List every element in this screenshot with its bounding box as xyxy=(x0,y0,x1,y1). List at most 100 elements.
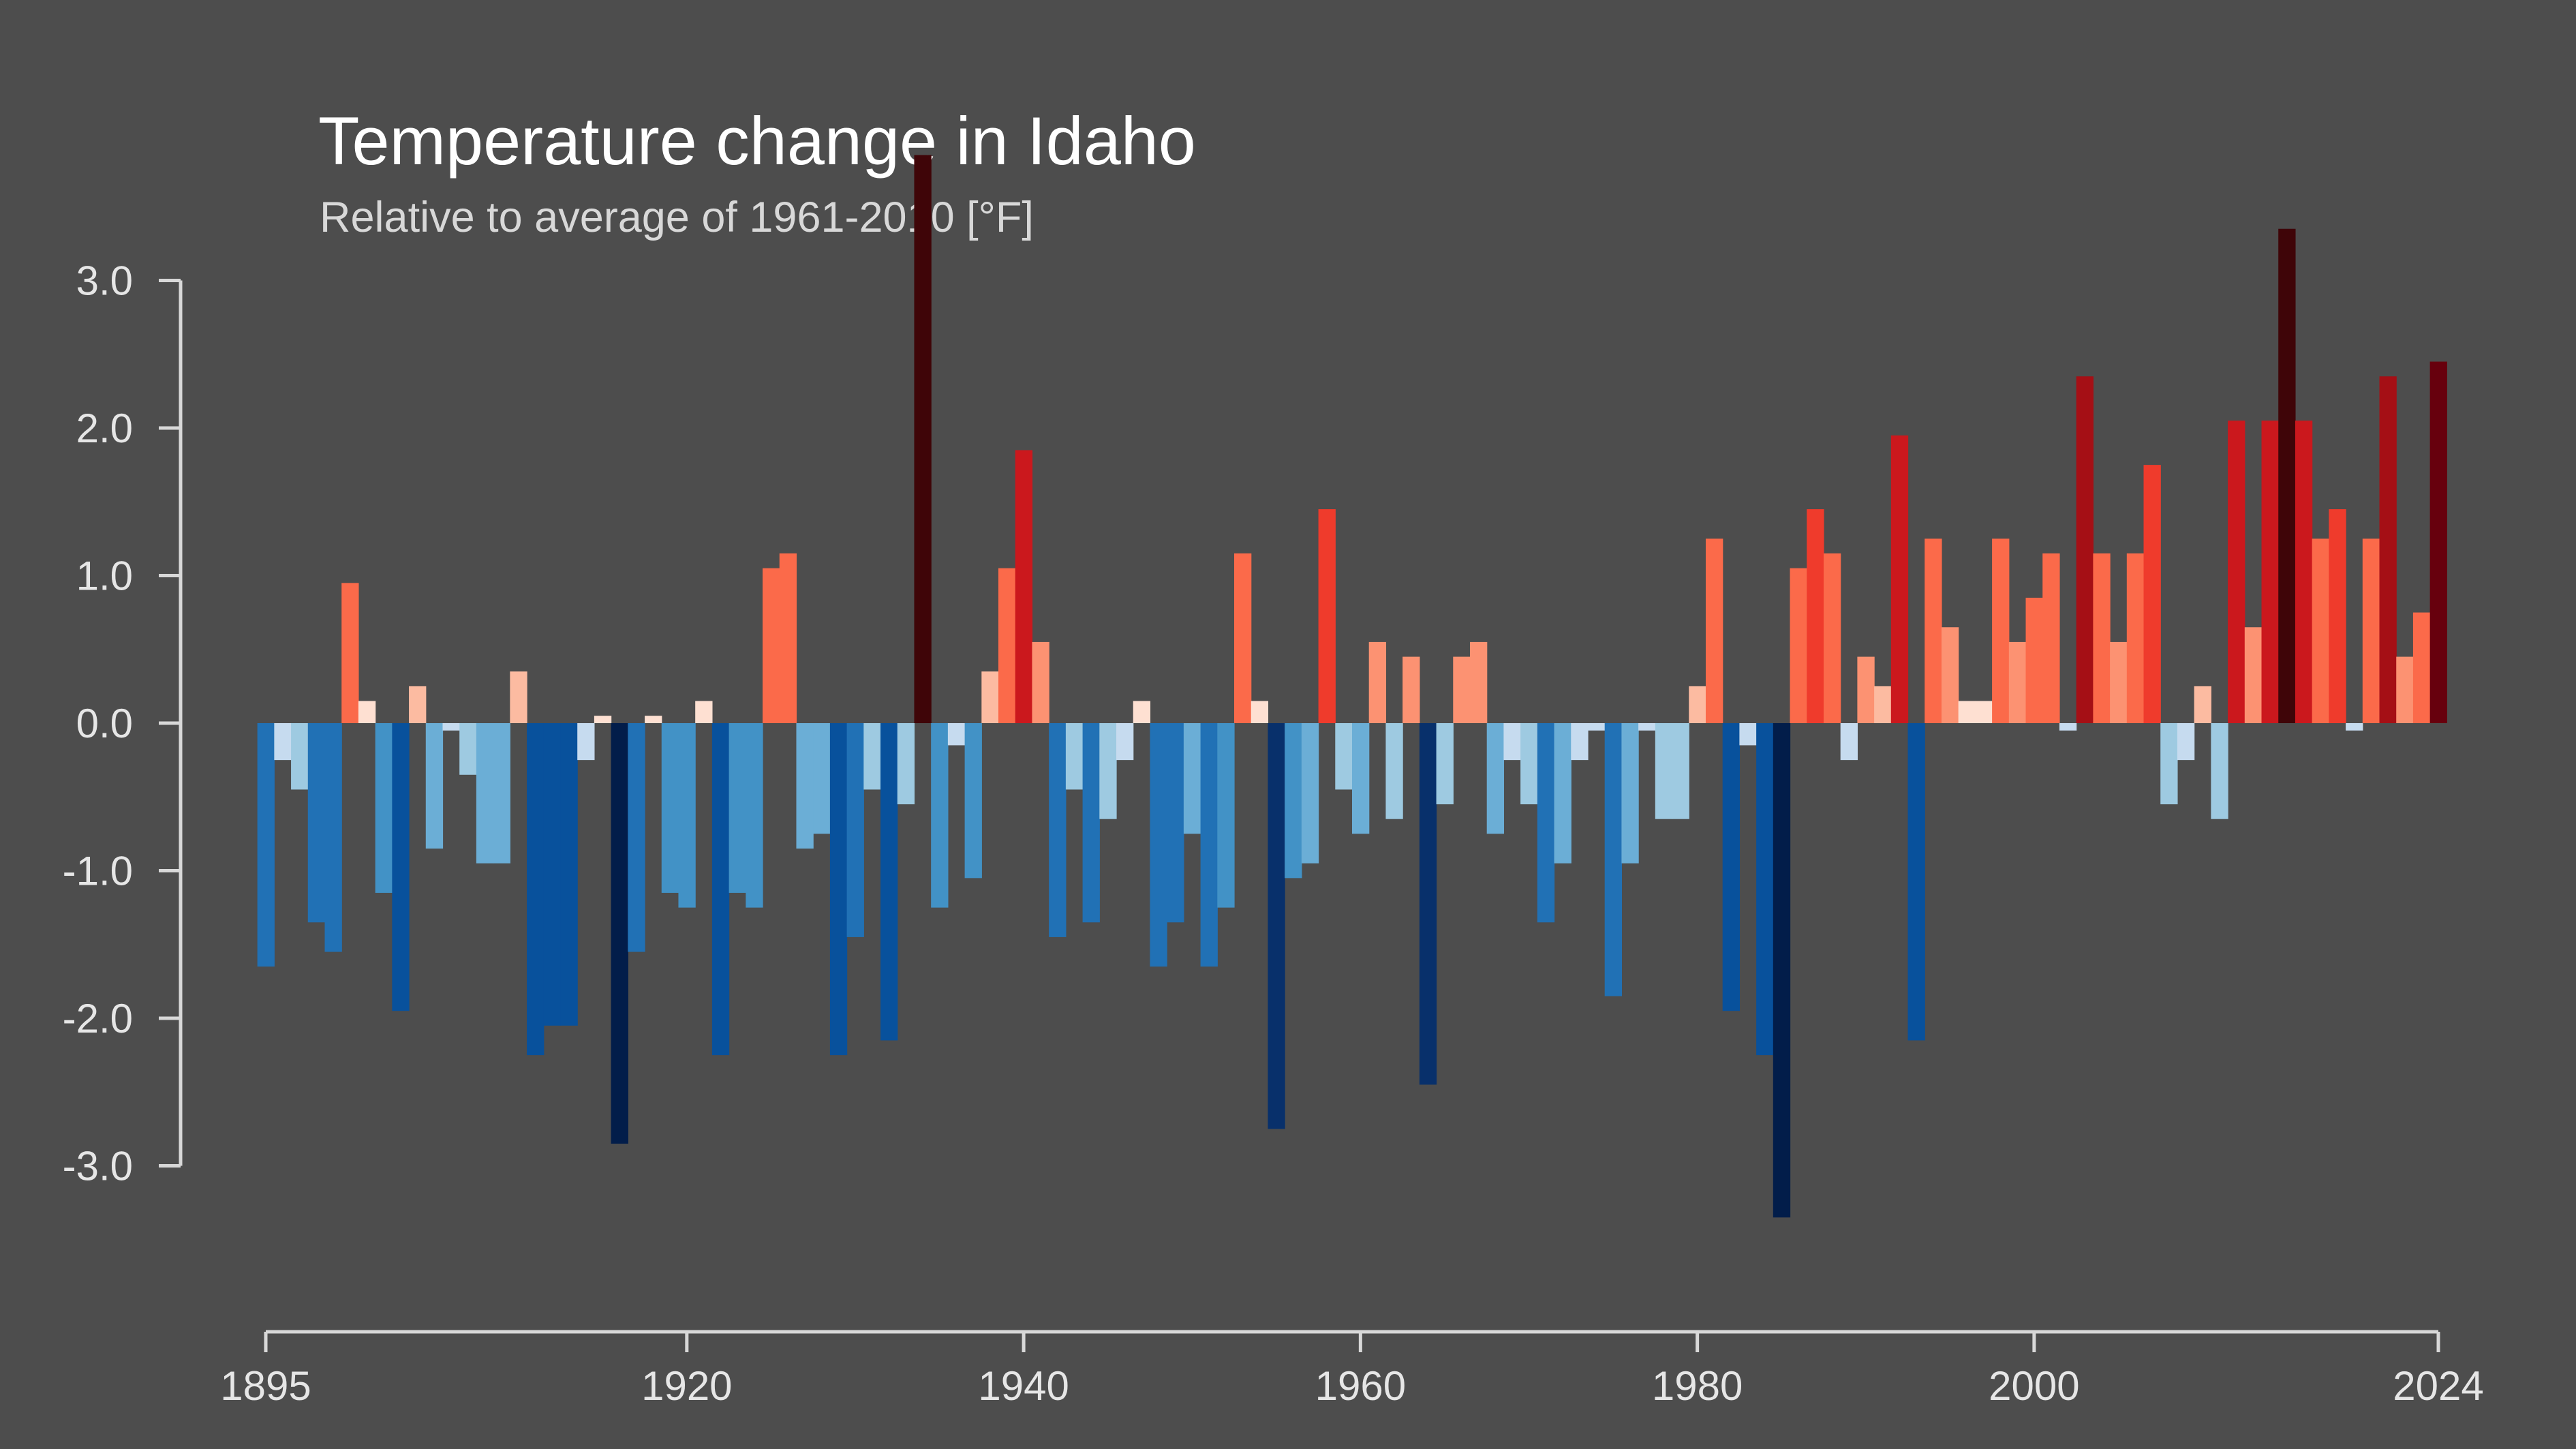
bar-1967 xyxy=(1469,641,1488,723)
bar-1986 xyxy=(1790,568,1807,723)
bar-1977 xyxy=(1638,723,1656,731)
bar-1928 xyxy=(813,723,831,834)
bar-1982 xyxy=(1722,723,1740,1011)
bar-2008 xyxy=(2160,723,2178,805)
bar-1969 xyxy=(1503,723,1521,761)
bar-1903 xyxy=(392,723,410,1011)
y-tick-label: 1.0 xyxy=(76,553,133,599)
bar-1911 xyxy=(527,723,545,1056)
bar-2007 xyxy=(2143,465,2161,724)
bar-2002 xyxy=(2059,723,2077,731)
bar-1962 xyxy=(1385,723,1403,819)
x-tick-label: 1980 xyxy=(1652,1363,1743,1409)
y-tick-label: 0.0 xyxy=(76,701,133,746)
x-tick-label: 1895 xyxy=(220,1363,311,1409)
bar-1968 xyxy=(1486,723,1505,834)
bar-1958 xyxy=(1318,509,1336,723)
bar-1964 xyxy=(1419,723,1437,1085)
x-tick-label: 1940 xyxy=(978,1363,1069,1409)
x-tick-label: 1960 xyxy=(1315,1363,1406,1409)
bar-1924 xyxy=(746,723,763,908)
bar-2013 xyxy=(2244,627,2263,723)
bar-1947 xyxy=(1133,701,1151,723)
y-axis: 3.0 2.0 1.0 0.0 -1.0 -2.0 -3.0 xyxy=(63,258,183,1189)
bar-1933 xyxy=(897,723,915,805)
bar-1950 xyxy=(1183,723,1201,834)
bar-1913 xyxy=(560,723,578,1026)
bar-1991 xyxy=(1874,686,1892,724)
bar-1895 xyxy=(257,723,275,967)
bar-2019 xyxy=(2346,723,2363,731)
bar-1922 xyxy=(711,723,730,1056)
bar-1965 xyxy=(1436,723,1454,805)
bar-1966 xyxy=(1453,656,1471,723)
bar-1984 xyxy=(1756,723,1774,1056)
bar-1970 xyxy=(1520,723,1538,805)
bar-1914 xyxy=(577,723,595,761)
bar-1981 xyxy=(1705,538,1723,724)
bar-2004 xyxy=(2093,553,2111,723)
bar-1896 xyxy=(274,723,292,761)
bar-2022 xyxy=(2396,656,2414,723)
bar-2020 xyxy=(2362,538,2380,724)
bar-1979 xyxy=(1672,723,1689,819)
bar-1920 xyxy=(678,723,696,908)
bar-1909 xyxy=(493,723,510,864)
bar-2012 xyxy=(2228,421,2245,723)
bar-1902 xyxy=(375,723,393,893)
bar-2011 xyxy=(2211,723,2228,819)
bar-1975 xyxy=(1604,723,1623,996)
bar-1997 xyxy=(1975,701,1993,723)
y-tick-label: -1.0 xyxy=(63,849,133,894)
bar-1943 xyxy=(1065,723,1084,790)
bar-1972 xyxy=(1554,723,1571,864)
bar-1946 xyxy=(1116,723,1134,761)
bar-1978 xyxy=(1655,723,1673,819)
bar-2001 xyxy=(2042,553,2060,723)
bar-1994 xyxy=(1925,538,1942,724)
bar-1936 xyxy=(947,723,966,746)
bar-1918 xyxy=(645,716,662,723)
bar-1932 xyxy=(880,723,898,1041)
bar-1944 xyxy=(1082,723,1100,923)
bar-2023 xyxy=(2412,612,2431,724)
bar-1960 xyxy=(1352,723,1370,834)
bar-1934 xyxy=(914,155,932,724)
bar-1963 xyxy=(1402,656,1420,723)
chart-title: Temperature change in Idaho xyxy=(318,103,1196,179)
x-tick-label: 2024 xyxy=(2393,1363,2483,1409)
bar-2017 xyxy=(2312,538,2329,724)
bar-1993 xyxy=(1907,723,1925,1041)
bar-2000 xyxy=(2025,597,2043,723)
bar-1925 xyxy=(763,568,780,723)
bar-1992 xyxy=(1890,435,1909,723)
bar-1906 xyxy=(442,723,460,731)
bar-1945 xyxy=(1099,723,1117,819)
bar-1898 xyxy=(307,723,326,923)
bar-2024 xyxy=(2429,361,2447,723)
bar-1912 xyxy=(543,723,562,1026)
bar-1971 xyxy=(1537,723,1555,923)
bar-1990 xyxy=(1857,656,1875,723)
y-tick-label: 3.0 xyxy=(76,258,133,304)
bar-1935 xyxy=(931,723,949,908)
bar-1955 xyxy=(1268,723,1285,1129)
bar-1901 xyxy=(358,701,376,723)
bar-1938 xyxy=(981,671,999,723)
bar-1905 xyxy=(425,723,444,849)
bars-group xyxy=(257,155,2447,1218)
bar-1907 xyxy=(459,723,477,775)
bar-1974 xyxy=(1587,723,1606,731)
bar-1929 xyxy=(829,723,848,1056)
bar-1915 xyxy=(594,716,612,723)
bar-1985 xyxy=(1773,723,1791,1218)
bar-1980 xyxy=(1689,686,1706,724)
bar-1951 xyxy=(1200,723,1218,967)
bar-1988 xyxy=(1823,553,1841,723)
y-tick-label: -3.0 xyxy=(63,1144,133,1189)
bar-1995 xyxy=(1941,627,1959,723)
y-tick-label: -2.0 xyxy=(63,996,133,1041)
x-axis: 1895 1920 1940 1960 1980 2000 2024 xyxy=(220,1330,2484,1409)
